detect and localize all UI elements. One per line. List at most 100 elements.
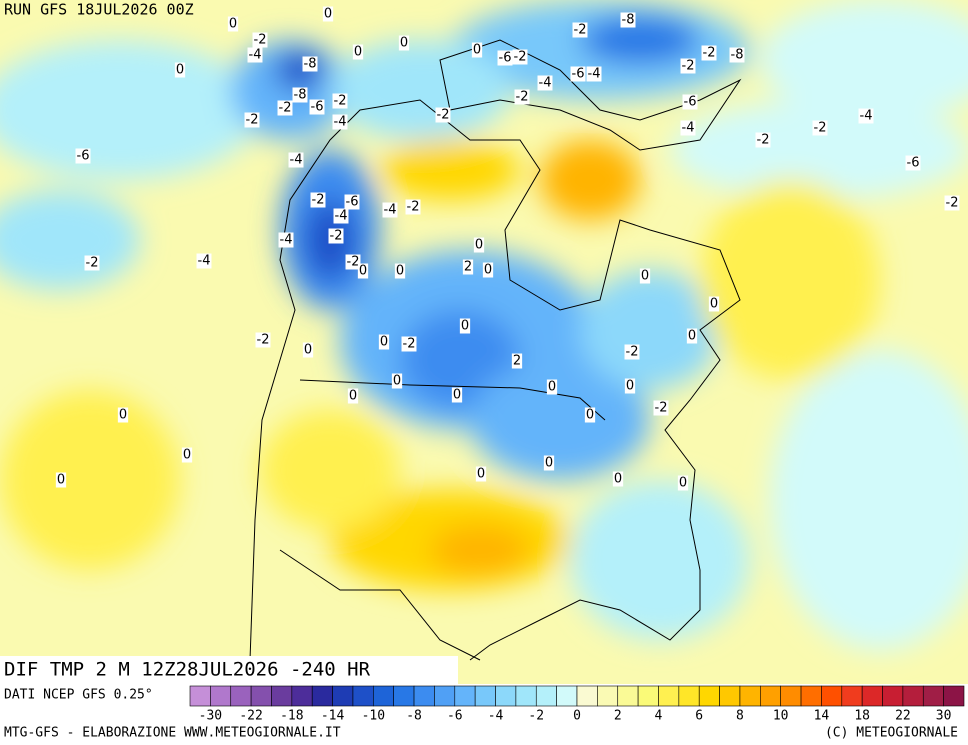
contour-label-bg <box>398 35 410 51</box>
contour-label: 0 <box>461 319 469 334</box>
contour-label-bg <box>288 152 304 168</box>
contour-label: 2 <box>464 260 472 275</box>
contour-label-bg <box>584 407 596 423</box>
source-label: DATI NCEP GFS 0.25° <box>4 688 153 703</box>
color-swatch <box>556 685 578 707</box>
contour-label: -2 <box>757 133 770 148</box>
contour-label-bg <box>55 472 67 488</box>
contour-label: 0 <box>304 343 312 358</box>
contour-label: 0 <box>545 456 553 471</box>
contour-label: 0 <box>354 45 362 60</box>
contour-label: -4 <box>588 67 601 82</box>
colorbar-tick-label: -6 <box>447 709 463 724</box>
contour-label: -4 <box>249 48 262 63</box>
color-swatch <box>658 685 680 707</box>
contour-label-bg <box>624 378 636 394</box>
run-label: RUN GFS 18JUL2026 00Z <box>4 1 194 19</box>
color-swatch <box>760 685 781 707</box>
contour-label-bg <box>624 344 640 360</box>
contour-label: -2 <box>626 345 639 360</box>
contour-label: 0 <box>119 408 127 423</box>
contour-label: -6 <box>311 100 324 115</box>
contour-label: -6 <box>346 195 359 210</box>
contour-label-bg <box>278 232 294 248</box>
contour-label: -4 <box>334 115 347 130</box>
contour-label: -4 <box>384 203 397 218</box>
contour-label: -2 <box>437 108 450 123</box>
contour-label: -4 <box>280 233 293 248</box>
contour-label: -6 <box>907 156 920 171</box>
contour-label-bg <box>680 120 696 136</box>
color-swatch <box>943 685 965 707</box>
contour-label-bg <box>196 253 212 269</box>
colorbar-tick-label: 8 <box>736 709 744 724</box>
color-swatch <box>413 685 435 707</box>
contour-label-bg <box>345 254 361 270</box>
contour-label-bg <box>302 342 314 358</box>
color-swatch <box>617 685 639 707</box>
contour-label: 2 <box>513 354 521 369</box>
contour-label-bg <box>181 447 193 463</box>
contour-label: 0 <box>393 374 401 389</box>
contour-label: 0 <box>396 264 404 279</box>
contour-label-bg <box>352 44 364 60</box>
color-swatch <box>474 685 496 707</box>
contour-label-bg <box>435 107 451 123</box>
contour-label-bg <box>677 475 689 491</box>
color-swatch <box>189 685 211 707</box>
color-swatch <box>637 685 659 707</box>
contour-label: -8 <box>304 57 317 72</box>
contour-label-bg <box>653 400 669 416</box>
colorbar-tick-label: -2 <box>528 709 544 724</box>
color-swatch <box>393 685 415 707</box>
colorbar-tick-label: 4 <box>655 709 663 724</box>
colorbar-tick-label: 6 <box>695 709 703 724</box>
color-swatch <box>821 685 843 707</box>
contour-label-bg <box>620 12 636 28</box>
contour-label: -8 <box>294 88 307 103</box>
color-swatch <box>739 685 761 707</box>
contour-label-bg <box>497 50 513 66</box>
contour-label-bg <box>858 108 874 124</box>
contour-label-bg <box>382 202 398 218</box>
contour-label-bg <box>944 195 960 211</box>
contour-label-bg <box>570 66 586 82</box>
contour-label-bg <box>572 22 588 38</box>
contour-label-bg <box>708 296 720 312</box>
contour-label: 0 <box>57 473 65 488</box>
contour-label: -2 <box>334 94 347 109</box>
contour-label-bg <box>347 388 359 404</box>
color-swatch <box>210 685 232 707</box>
contour-label: 0 <box>324 7 332 22</box>
color-swatch <box>311 685 333 707</box>
colorbar-tick-label: 0 <box>573 709 581 724</box>
contour-label: 0 <box>359 264 367 279</box>
colorbar-tick-label: -14 <box>321 709 345 724</box>
contour-label: -2 <box>516 90 529 105</box>
contour-label: -2 <box>330 229 343 244</box>
contour-label: -2 <box>403 337 416 352</box>
contour-label-bg <box>309 99 325 115</box>
color-swatch <box>434 685 456 707</box>
contour-label-bg <box>332 93 348 109</box>
colorbar-tick-label: 14 <box>814 709 830 724</box>
contour-label-bg <box>117 407 129 423</box>
contour-label-bg <box>333 208 349 224</box>
contour-label: 0 <box>349 389 357 404</box>
contour-label: -2 <box>946 196 959 211</box>
contour-label-bg <box>75 148 91 164</box>
color-swatch <box>454 685 476 707</box>
color-swatch <box>902 685 924 707</box>
contour-label: 0 <box>380 335 388 350</box>
contour-label-bg <box>537 75 553 91</box>
contour-label-bg <box>482 262 494 278</box>
contour-label: -2 <box>514 50 527 65</box>
contour-label: 0 <box>548 380 556 395</box>
contour-label-bg <box>543 455 555 471</box>
contour-label: -6 <box>572 67 585 82</box>
contour-label-bg <box>701 45 717 61</box>
contour-label-bg <box>255 332 271 348</box>
contour-label: -2 <box>279 101 292 116</box>
color-swatch <box>250 685 272 707</box>
